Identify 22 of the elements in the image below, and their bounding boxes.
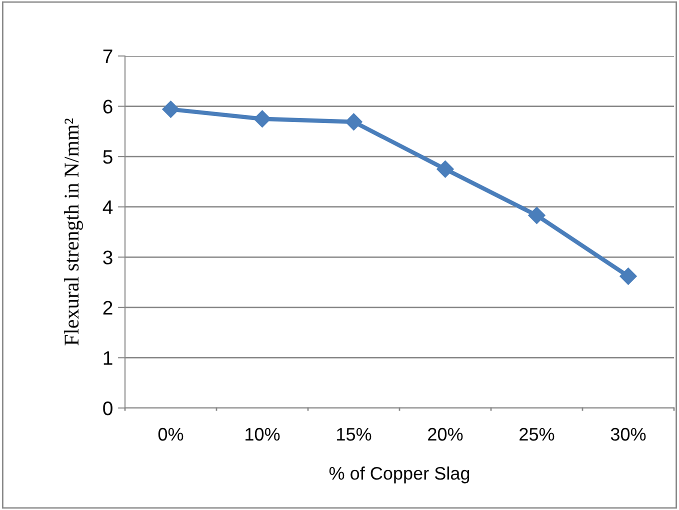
y-tick-label: 1 — [104, 351, 112, 365]
x-tick-label: 15% — [337, 428, 372, 441]
y-tick-label: 3 — [103, 250, 112, 264]
y-tick-label: 7 — [103, 50, 112, 64]
y-tick-label: 5 — [103, 150, 112, 164]
y-tick-label: 0 — [103, 401, 112, 416]
y-tick-label: 6 — [103, 100, 112, 114]
y-tick-label: 4 — [102, 200, 113, 214]
y-axis-title: Flexural strength in N/mm² — [64, 118, 83, 346]
point — [162, 100, 180, 118]
point — [528, 206, 546, 224]
point — [254, 110, 271, 128]
x-tick-label: 10% — [246, 428, 280, 441]
point — [345, 113, 362, 130]
x-axis-title: % of Copper Slag — [329, 466, 470, 484]
point — [436, 160, 454, 178]
y-tick-label: 2 — [103, 300, 112, 314]
x-tick-label: 0% — [158, 428, 184, 441]
x-tick-label: 30% — [610, 428, 646, 441]
x-tick-label: 20% — [428, 428, 463, 441]
x-tick-label: 25% — [520, 428, 554, 441]
point — [620, 268, 637, 285]
